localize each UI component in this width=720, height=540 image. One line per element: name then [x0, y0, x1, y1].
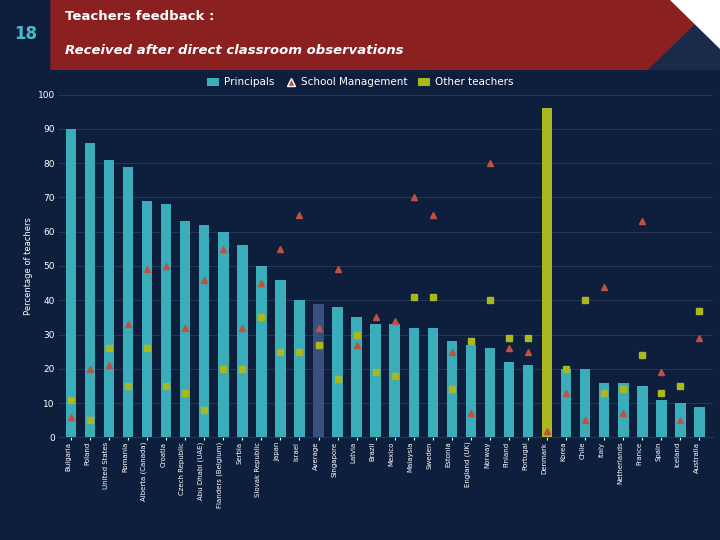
Bar	[351, 318, 362, 437]
Bar	[580, 369, 590, 437]
Bar	[66, 129, 76, 437]
Bar	[485, 348, 495, 437]
Bar	[333, 307, 343, 437]
Legend: Principals, School Management, Other teachers: Principals, School Management, Other tea…	[203, 73, 517, 91]
Bar	[599, 382, 609, 437]
Text: Teachers feedback :: Teachers feedback :	[65, 10, 214, 23]
Bar	[390, 324, 400, 437]
Bar	[180, 221, 191, 437]
Bar	[466, 345, 476, 437]
Bar	[85, 143, 95, 437]
Bar	[275, 280, 286, 437]
Bar	[523, 366, 534, 437]
Bar	[256, 266, 266, 437]
Text: Received after direct classroom observations: Received after direct classroom observat…	[65, 44, 403, 57]
Polygon shape	[648, 0, 720, 70]
Bar	[542, 108, 552, 437]
Bar	[0, 0, 50, 70]
Bar	[504, 362, 514, 437]
Bar	[161, 204, 171, 437]
Text: 18: 18	[14, 25, 37, 43]
Bar	[142, 201, 153, 437]
Bar	[104, 160, 114, 437]
Bar	[694, 407, 705, 437]
Bar	[218, 232, 228, 437]
Bar	[123, 166, 133, 437]
Bar	[408, 328, 419, 437]
Bar	[656, 400, 667, 437]
Bar	[637, 386, 647, 437]
Bar	[237, 245, 248, 437]
Bar	[428, 328, 438, 437]
Bar	[446, 341, 457, 437]
Bar	[313, 303, 324, 437]
Polygon shape	[50, 0, 720, 70]
Polygon shape	[670, 0, 720, 49]
Bar	[675, 403, 685, 437]
Bar	[561, 369, 572, 437]
Bar	[370, 324, 381, 437]
Bar	[294, 300, 305, 437]
Bar	[199, 225, 210, 437]
Y-axis label: Percentage of teachers: Percentage of teachers	[24, 217, 33, 315]
Bar	[618, 382, 629, 437]
